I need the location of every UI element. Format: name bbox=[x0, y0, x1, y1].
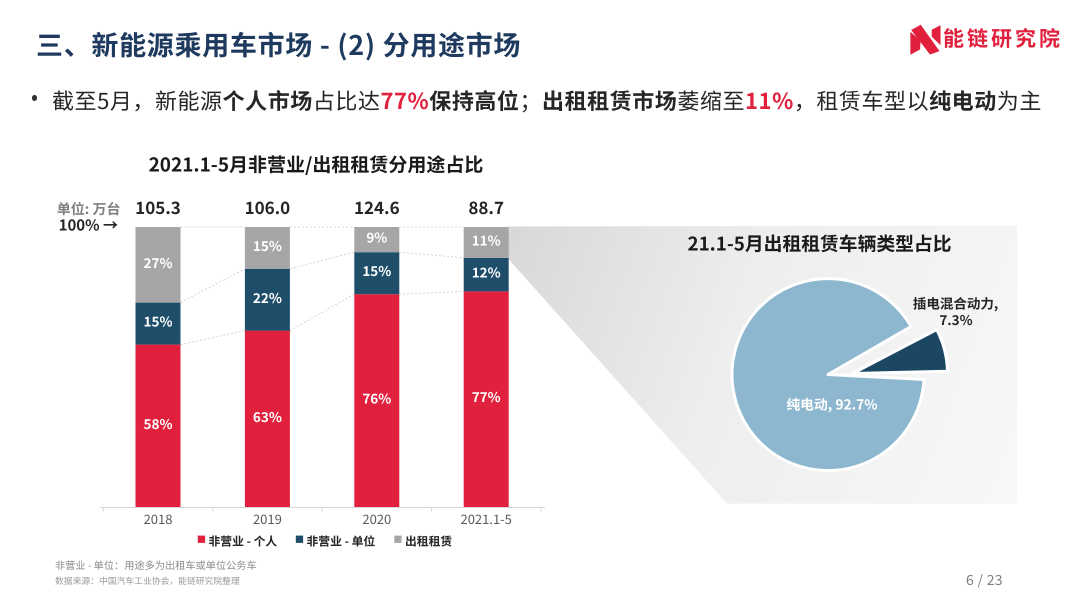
svg-text:9%: 9% bbox=[366, 227, 387, 247]
svg-text:27%: 27% bbox=[144, 252, 173, 272]
svg-text:15%: 15% bbox=[362, 260, 391, 280]
svg-text:12%: 12% bbox=[472, 262, 501, 282]
svg-text:88.7: 88.7 bbox=[468, 194, 504, 219]
svg-text:2019: 2019 bbox=[253, 509, 282, 528]
svg-text:106.0: 106.0 bbox=[245, 194, 291, 219]
svg-text:15%: 15% bbox=[144, 311, 173, 331]
svg-text:22%: 22% bbox=[253, 287, 282, 307]
svg-text:11%: 11% bbox=[472, 229, 501, 249]
svg-text:124.6: 124.6 bbox=[354, 194, 400, 219]
svg-text:7.3%: 7.3% bbox=[939, 309, 972, 329]
svg-text:2020: 2020 bbox=[362, 509, 391, 528]
svg-text:77%: 77% bbox=[472, 386, 501, 406]
svg-text:2018: 2018 bbox=[144, 509, 173, 528]
svg-text:单位: 万台: 单位: 万台 bbox=[57, 199, 121, 219]
svg-text:插电混合动力,: 插电混合动力, bbox=[913, 293, 998, 313]
svg-text:2021.1-5月非营业/出租租赁分用途占比: 2021.1-5月非营业/出租租赁分用途占比 bbox=[149, 151, 484, 178]
svg-text:2021.1-5: 2021.1-5 bbox=[460, 509, 511, 528]
svg-text:纯电动, 92.7%: 纯电动, 92.7% bbox=[786, 394, 877, 414]
svg-text:105.3: 105.3 bbox=[135, 194, 181, 219]
svg-text:76%: 76% bbox=[362, 388, 391, 408]
svg-text:100% →: 100% → bbox=[59, 215, 118, 236]
svg-text:非营业 - 个人: 非营业 - 个人 bbox=[209, 533, 278, 550]
svg-text:63%: 63% bbox=[253, 406, 282, 426]
svg-text:出租租赁: 出租租赁 bbox=[405, 533, 452, 550]
svg-text:非营业 - 单位: 非营业 - 单位 bbox=[307, 533, 376, 550]
svg-text:15%: 15% bbox=[253, 235, 282, 255]
svg-text:58%: 58% bbox=[144, 413, 173, 433]
svg-text:21.1-5月出租租赁车辆类型占比: 21.1-5月出租租赁车辆类型占比 bbox=[688, 230, 952, 257]
